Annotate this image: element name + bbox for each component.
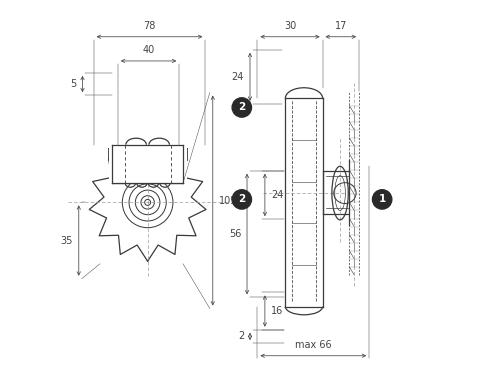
Circle shape — [372, 190, 392, 209]
Text: 78: 78 — [144, 21, 156, 31]
Text: 24: 24 — [271, 190, 283, 200]
Circle shape — [232, 190, 252, 209]
Text: 35: 35 — [60, 236, 73, 246]
Text: 5: 5 — [70, 79, 76, 89]
Text: 2: 2 — [238, 194, 246, 204]
Text: 30: 30 — [284, 21, 296, 31]
Text: max 66: max 66 — [295, 340, 332, 350]
Text: 2: 2 — [238, 102, 246, 112]
Text: 16: 16 — [271, 306, 283, 316]
Text: 56: 56 — [228, 229, 241, 239]
Text: 2: 2 — [238, 332, 244, 341]
Text: 105: 105 — [218, 195, 237, 206]
Text: 17: 17 — [334, 21, 347, 31]
Text: 24: 24 — [232, 72, 244, 82]
Bar — [108, 122, 186, 183]
Text: 1: 1 — [378, 194, 386, 204]
Circle shape — [232, 98, 252, 117]
Text: 40: 40 — [142, 45, 154, 55]
